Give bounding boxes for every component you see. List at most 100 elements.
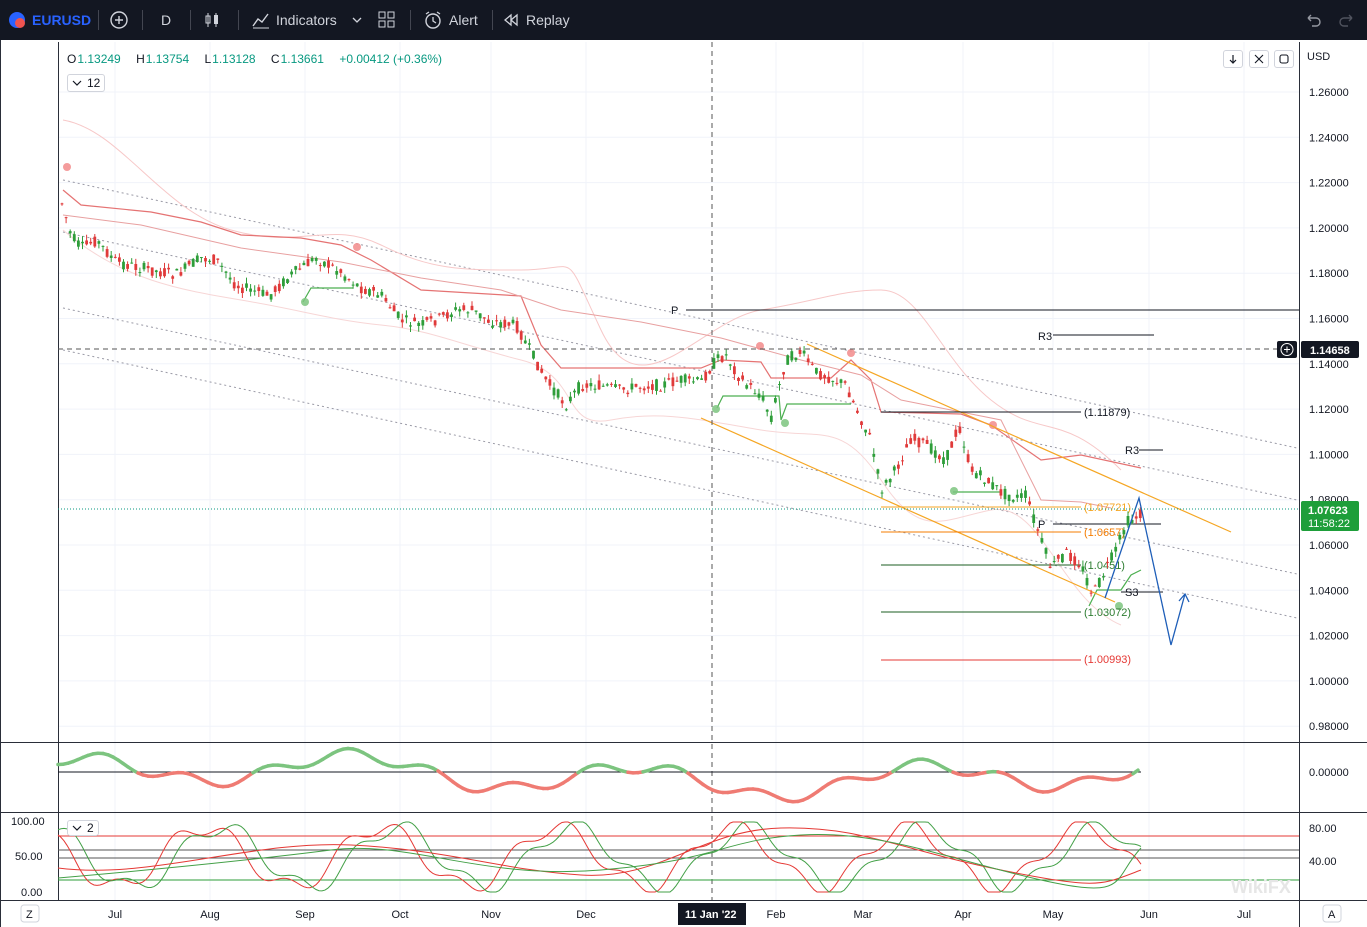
indicators-button[interactable]: Indicators [251,0,363,40]
top-toolbar: EURUSD D Indicators Alert Replay [0,0,1367,40]
candle-body [204,258,207,262]
currency-flag-icon [9,12,25,28]
time-tick: Oct [391,909,408,921]
undo-button[interactable] [1304,0,1322,40]
scale-z-button[interactable] [20,904,40,923]
price-tick: 1.20000 [1309,223,1349,235]
candle-body [179,272,183,276]
redo-button[interactable] [1338,0,1356,40]
candle-body [942,457,945,465]
collapse-pane-button[interactable] [1249,50,1269,68]
price-tick: 0.98000 [1309,721,1349,733]
collapse-icon [1254,54,1264,64]
candle-body [979,470,982,476]
candle-body [704,371,708,381]
maximize-icon [1279,54,1289,64]
fib-label: (1.00993) [1084,654,1131,666]
candle-body [1036,529,1040,531]
signal-dot [950,487,958,495]
price-tick: 1.02000 [1309,631,1349,643]
candle-body [376,295,380,298]
pivot-s3-label: S3 [1125,587,1138,599]
candle-body [417,322,421,326]
signal-dot [63,163,71,171]
auto-scale-button[interactable] [1322,904,1342,923]
candle-body [1118,534,1122,540]
replay-button[interactable]: Replay [502,0,570,40]
candle-body [593,388,597,390]
indicator-legend-toggle[interactable]: 12 [67,74,106,92]
oscillator-legend-toggle[interactable]: 2 [67,820,99,836]
symbol-search[interactable]: EURUSD [8,0,91,40]
chart-canvas[interactable]: P R3 R3 P S3 (1.11879) (1.07721) (1.0657… [1,40,1367,927]
candle-body [581,389,585,391]
candle-body [716,354,720,359]
candle-body [1040,538,1044,543]
candle-body [507,322,511,326]
candle-body [897,464,900,469]
auto-scale-label: A [1328,909,1336,921]
candle-body [651,384,654,390]
candle-body [462,305,466,310]
compare-button[interactable] [109,0,129,40]
candle-body [183,263,187,269]
candle-body [802,350,806,354]
orange-channel[interactable] [700,343,1232,603]
candle-body [954,429,958,437]
replay-label: Replay [526,12,570,28]
candle-body [413,317,416,322]
candle-body [368,289,371,296]
candle-body [1102,576,1105,578]
time-tick: Feb [767,909,786,921]
candle-body [728,364,732,366]
fib-levels[interactable] [686,309,1299,661]
move-pane-down-button[interactable] [1223,50,1243,68]
candle-body [122,261,125,270]
candle-body [667,378,671,380]
time-axis[interactable]: Jul Aug Sep Oct Nov Dec Feb Mar Apr May Jun Jul [108,909,1251,921]
currency-label[interactable]: USD [1307,51,1330,63]
candle-body [105,249,109,257]
candle-body [712,358,716,369]
chevron-down-icon[interactable] [351,14,363,26]
candle-body [679,375,683,383]
interval-button[interactable]: D [161,0,171,40]
projection-path[interactable] [1104,495,1186,646]
candle-body [277,283,281,292]
candle-body [847,392,851,398]
candle-body [569,396,572,402]
maximize-pane-button[interactable] [1274,50,1294,68]
watermark-logo: WikiFX [1231,877,1291,897]
candle-body [421,320,425,326]
candle-body [634,383,638,387]
candle-body [601,385,605,387]
candle-body [708,370,712,374]
candle-body [511,319,515,324]
candle-body [253,290,257,292]
time-tick: May [1043,909,1064,921]
chart-type-button[interactable] [203,0,223,40]
chart-area[interactable]: P R3 R3 P S3 (1.11879) (1.07721) (1.0657… [0,40,1367,927]
candle-body [856,410,859,413]
candle-body [159,271,162,277]
candle-body [917,437,921,448]
candle-body [433,320,437,326]
signal-dots [63,163,1123,610]
price-axis[interactable]: 1.26000 1.24000 1.22000 1.20000 1.18000 1.160… [1309,87,1349,733]
fib-label: (1.03072) [1084,607,1131,619]
candle-body [1069,552,1072,561]
candle-body [564,409,568,411]
fib-label: (1.07721) [1084,502,1131,514]
signal-dot [301,298,309,306]
stochastic-d-line[interactable] [57,821,1142,893]
candle-body [536,361,539,371]
layout-button[interactable] [377,0,397,40]
candle-body [523,340,527,344]
candle-body [638,387,642,389]
alert-button[interactable]: Alert [423,0,478,40]
candle-body [614,384,617,387]
candlestick-series[interactable] [60,202,1142,597]
regression-channel[interactable] [62,179,1298,619]
candle-body [347,279,351,281]
candle-body [823,375,826,379]
